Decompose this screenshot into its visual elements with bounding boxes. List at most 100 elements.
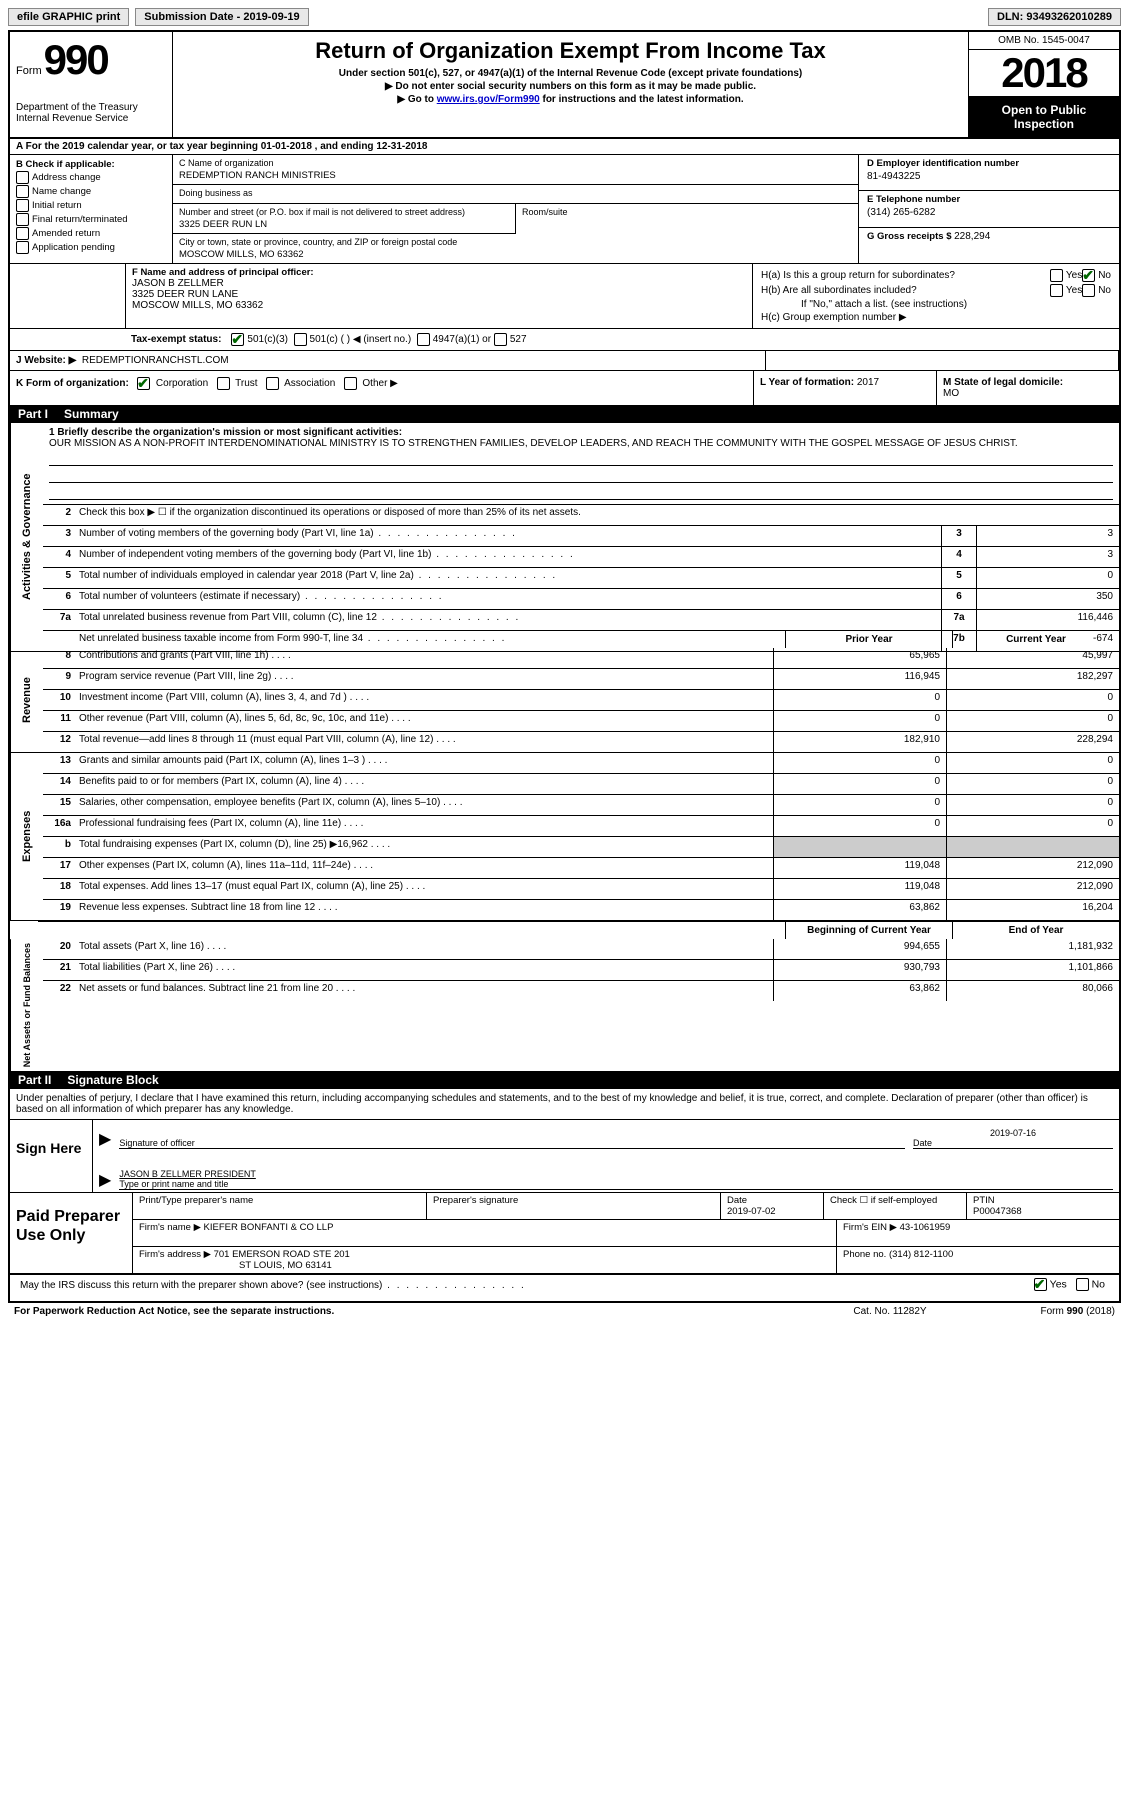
chk-501c3[interactable]: [231, 333, 244, 346]
ha-label: H(a) Is this a group return for subordin…: [761, 270, 1050, 281]
row-desc: Total expenses. Add lines 13–17 (must eq…: [75, 879, 773, 899]
b-opt-3: Final return/terminated: [32, 214, 128, 225]
prior-year-val: 116,945: [773, 669, 946, 689]
l-label: L Year of formation:: [760, 377, 857, 388]
officer-addr2: MOSCOW MILLS, MO 63362: [132, 300, 746, 311]
city-value: MOSCOW MILLS, MO 63362: [179, 249, 852, 260]
gross-label: G Gross receipts $: [867, 231, 954, 242]
governance-section: Activities & Governance 1 Briefly descri…: [10, 423, 1119, 652]
subtitle-3: ▶ Go to www.irs.gov/Form990 for instruct…: [181, 94, 960, 105]
hb-no[interactable]: [1082, 284, 1095, 297]
row-box: 6: [941, 589, 976, 609]
prior-year-val: [773, 837, 946, 857]
row-desc: Grants and similar amounts paid (Part IX…: [75, 753, 773, 773]
prior-year-val: 63,862: [773, 900, 946, 920]
firm-ein-label: Firm's EIN ▶: [843, 1222, 897, 1233]
ein-field: D Employer identification number 81-4943…: [859, 155, 1119, 191]
tel-label: E Telephone number: [867, 194, 1111, 205]
table-row: 15 Salaries, other compensation, employe…: [43, 794, 1119, 815]
chk-trust[interactable]: [217, 377, 230, 390]
part-2-header: Part II Signature Block: [10, 1071, 1119, 1089]
prior-year-val: 119,048: [773, 879, 946, 899]
chk-corp[interactable]: [137, 377, 150, 390]
chk-4947[interactable]: [417, 333, 430, 346]
current-year-val: 212,090: [946, 858, 1119, 878]
efile-button[interactable]: efile GRAPHIC print: [8, 8, 129, 26]
i-opt-1: 501(c) ( ) ◀ (insert no.): [310, 334, 412, 345]
dln: DLN: 93493262010289: [988, 8, 1121, 26]
row-num: 19: [43, 900, 75, 920]
chk-other[interactable]: [344, 377, 357, 390]
i-label: Tax-exempt status:: [131, 334, 221, 345]
row-desc: Total assets (Part X, line 16) . . . .: [75, 939, 773, 959]
form-ref: Form 990 (2018): [965, 1306, 1115, 1317]
irs-link[interactable]: www.irs.gov/Form990: [437, 94, 540, 105]
discuss-no[interactable]: [1076, 1278, 1089, 1291]
chk-initial[interactable]: Initial return: [16, 199, 166, 212]
firm-addr-cell: Firm's address ▶ 701 EMERSON ROAD STE 20…: [133, 1247, 837, 1273]
current-year-val: 0: [946, 753, 1119, 773]
ha-yes[interactable]: [1050, 269, 1063, 282]
row-num: 14: [43, 774, 75, 794]
officer-addr1: 3325 DEER RUN LANE: [132, 289, 746, 300]
prior-year-val: 182,910: [773, 732, 946, 752]
table-row: 13 Grants and similar amounts paid (Part…: [43, 753, 1119, 773]
row-val: 3: [976, 526, 1119, 546]
current-year-val: 0: [946, 816, 1119, 836]
chk-amended[interactable]: Amended return: [16, 227, 166, 240]
f-label: F Name and address of principal officer:: [132, 267, 746, 278]
table-row: b Total fundraising expenses (Part IX, c…: [43, 836, 1119, 857]
row-desc: Total revenue—add lines 8 through 11 (mu…: [75, 732, 773, 752]
room-label: Room/suite: [522, 207, 852, 217]
b-opt-0: Address change: [32, 172, 101, 183]
firm-name-label: Firm's name ▶: [139, 1222, 201, 1233]
chk-501c[interactable]: [294, 333, 307, 346]
open-inspection: Open to Public Inspection: [969, 97, 1119, 137]
sig-officer-label: Signature of officer: [119, 1138, 194, 1148]
ha-no[interactable]: [1082, 269, 1095, 282]
netassets-section: Net Assets or Fund Balances 20 Total ass…: [10, 939, 1119, 1071]
col-h: H(a) Is this a group return for subordin…: [753, 264, 1119, 328]
chk-final[interactable]: Final return/terminated: [16, 213, 166, 226]
row-desc: Total number of volunteers (estimate if …: [75, 589, 941, 609]
chk-pending[interactable]: Application pending: [16, 241, 166, 254]
row-num: 9: [43, 669, 75, 689]
table-row: 11 Other revenue (Part VIII, column (A),…: [43, 710, 1119, 731]
chk-address[interactable]: Address change: [16, 171, 166, 184]
prep-sig-label: Preparer's signature: [427, 1193, 721, 1219]
chk-527[interactable]: [494, 333, 507, 346]
expenses-section: Expenses 13 Grants and similar amounts p…: [10, 753, 1119, 921]
table-row: 10 Investment income (Part VIII, column …: [43, 689, 1119, 710]
tel-value: (314) 265-6282: [867, 207, 1111, 218]
section-bcd: B Check if applicable: Address change Na…: [10, 155, 1119, 263]
i-opt-0: 501(c)(3): [247, 334, 288, 345]
hc-cell: [766, 351, 1119, 370]
row-desc: Salaries, other compensation, employee b…: [75, 795, 773, 815]
paid-preparer-block: Paid Preparer Use Only Print/Type prepar…: [10, 1193, 1119, 1275]
discuss-yes[interactable]: [1034, 1278, 1047, 1291]
b-opt-5: Application pending: [32, 242, 115, 253]
org-name-field: C Name of organization REDEMPTION RANCH …: [173, 155, 858, 185]
table-row: 21 Total liabilities (Part X, line 26) .…: [43, 959, 1119, 980]
part-1-header: Part I Summary: [10, 405, 1119, 423]
sub3-pre: ▶ Go to: [397, 94, 436, 105]
sig-officer-field[interactable]: Signature of officer: [119, 1122, 905, 1149]
q2-text: Check this box ▶ ☐ if the organization d…: [75, 505, 1119, 525]
row-num: 3: [43, 526, 75, 546]
j-cell: J Website: ▶ REDEMPTIONRANCHSTL.COM: [10, 351, 766, 370]
boy-hdr: Beginning of Current Year: [785, 922, 952, 939]
col-d: D Employer identification number 81-4943…: [859, 155, 1119, 263]
ptin-value: P00047368: [973, 1206, 1022, 1217]
self-employed-chk[interactable]: Check ☐ if self-employed: [824, 1193, 967, 1219]
dln-value: 93493262010289: [1026, 11, 1112, 23]
k-label: K Form of organization:: [16, 378, 129, 389]
chk-name[interactable]: Name change: [16, 185, 166, 198]
q1-label: 1 Briefly describe the organization's mi…: [49, 427, 402, 438]
table-row: 9 Program service revenue (Part VIII, li…: [43, 668, 1119, 689]
mission-text: OUR MISSION AS A NON-PROFIT INTERDENOMIN…: [49, 438, 1113, 449]
chk-assoc[interactable]: [266, 377, 279, 390]
prep-name-label: Print/Type preparer's name: [133, 1193, 427, 1219]
boy-eoy-headers: Beginning of Current Year End of Year: [38, 921, 1119, 939]
row-desc: Other expenses (Part IX, column (A), lin…: [75, 858, 773, 878]
hb-yes[interactable]: [1050, 284, 1063, 297]
